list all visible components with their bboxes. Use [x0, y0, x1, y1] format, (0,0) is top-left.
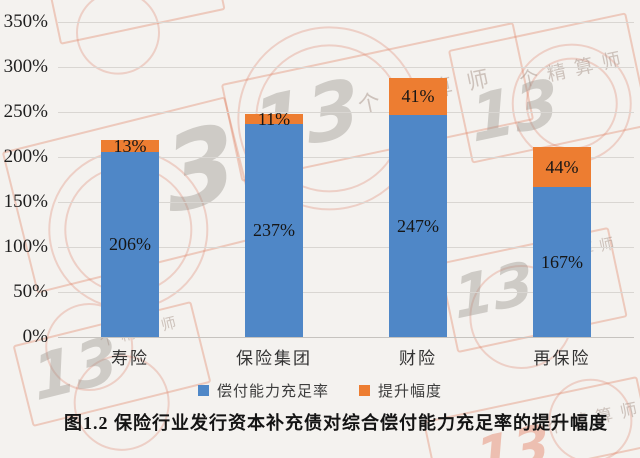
- gridline: [58, 67, 634, 68]
- chart-title: 图1.2 保险行业发行资本补充债对综合偿付能力充足率的提升幅度: [64, 413, 608, 433]
- gridline: [58, 247, 634, 248]
- bar-value-label: 41%: [401, 86, 435, 107]
- x-axis-label: 财险: [399, 349, 437, 368]
- y-axis-label: 0%: [22, 326, 48, 347]
- bar-value-label: 206%: [109, 234, 151, 255]
- bar-value-label: 247%: [397, 215, 439, 236]
- bar-value-label: 167%: [541, 251, 583, 272]
- bar-segment-uplift: [389, 77, 447, 115]
- y-axis-label: 200%: [3, 146, 48, 167]
- bar-value-label: 44%: [545, 156, 579, 177]
- x-axis-label: 保险集团: [236, 349, 312, 368]
- y-axis-label: 100%: [3, 236, 48, 257]
- x-axis-label: 寿险: [111, 349, 149, 368]
- bar-segment-uplift: [101, 139, 159, 152]
- x-axis-label: 再保险: [533, 349, 591, 368]
- bar-segment-solvency-ratio: [101, 151, 159, 337]
- bar-segment-solvency-ratio: [533, 186, 591, 337]
- legend-label: 提升幅度: [378, 384, 443, 400]
- y-axis-label: 350%: [3, 11, 48, 32]
- gridline: [58, 112, 634, 113]
- legend-swatch: [359, 385, 370, 396]
- bar-value-label: 237%: [253, 220, 295, 241]
- bar-value-label: 13%: [113, 135, 147, 156]
- y-axis-label: 150%: [3, 191, 48, 212]
- gridline: [58, 292, 634, 293]
- gridline: [58, 157, 634, 158]
- y-axis-label: 300%: [3, 56, 48, 77]
- legend-label: 偿付能力充足率: [216, 384, 329, 400]
- legend-swatch: [197, 385, 209, 396]
- bar-value-label: 11%: [257, 108, 291, 129]
- bar-segment-solvency-ratio: [245, 123, 303, 337]
- y-axis-label: 50%: [13, 281, 48, 302]
- legend-item: 提升幅度: [359, 380, 442, 401]
- bar-segment-uplift: [245, 113, 303, 124]
- bar-segment-uplift: [533, 147, 591, 187]
- gridline: [58, 22, 634, 23]
- x-axis: [58, 337, 634, 338]
- bar-segment-solvency-ratio: [389, 114, 447, 337]
- y-axis-label: 250%: [3, 101, 48, 122]
- gridline: [58, 202, 634, 203]
- legend: 偿付能力充足率 提升幅度: [0, 380, 640, 401]
- legend-item: 偿付能力充足率: [197, 380, 329, 401]
